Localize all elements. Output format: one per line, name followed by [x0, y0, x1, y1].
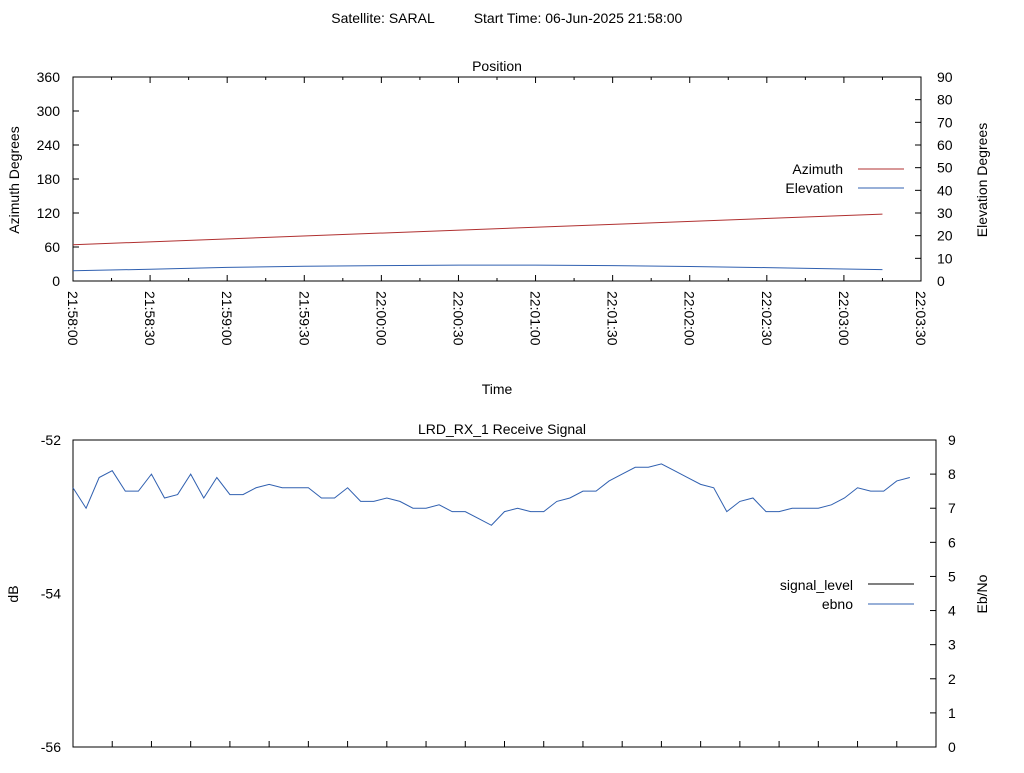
- elevation-tick-label: 80: [937, 92, 953, 108]
- azimuth-tick-label: 180: [37, 171, 61, 187]
- elevation-tick-label: 20: [937, 228, 953, 244]
- satellite-label: Satellite: SARAL: [331, 10, 435, 26]
- start-time-label: Start Time: 06-Jun-2025 21:58:00: [474, 10, 683, 26]
- db-tick-label: -52: [41, 432, 61, 448]
- time-tick-label: 22:02:30: [759, 291, 775, 346]
- azimuth-tick-label: 240: [37, 137, 61, 153]
- ebno-tick-label: 0: [948, 739, 956, 755]
- position-chart: Position Azimuth Degrees Elevation Degre…: [6, 58, 990, 397]
- ebno-series-line: [72, 463, 910, 526]
- ebno-tick-label: 5: [948, 568, 956, 584]
- receive-plot-frame: [72, 439, 937, 748]
- time-tick-label: 22:01:00: [528, 291, 544, 346]
- elevation-axis-label: Elevation Degrees: [974, 123, 990, 237]
- azimuth-series-line: [72, 213, 883, 246]
- elevation-tick-label: 30: [937, 205, 953, 221]
- ebno-tick-label: 6: [948, 534, 956, 550]
- db-tick-label: -56: [41, 739, 61, 755]
- elevation-legend-label: Elevation: [785, 180, 843, 196]
- elevation-tick-label: 90: [937, 69, 953, 85]
- ebno-tick-label: 9: [948, 432, 956, 448]
- ebno-tick-label: 8: [948, 466, 956, 482]
- position-plot-frame: [72, 76, 922, 282]
- time-tick-label: 21:58:30: [142, 291, 158, 346]
- elevation-tick-label: 40: [937, 182, 953, 198]
- ebno-tick-label: 7: [948, 500, 956, 516]
- position-chart-title: Position: [472, 58, 522, 74]
- elevation-tick-label: 70: [937, 114, 953, 130]
- elevation-series-line: [72, 264, 883, 272]
- elevation-tick-label: 10: [937, 250, 953, 266]
- time-tick-label: 22:03:00: [836, 291, 852, 346]
- elevation-tick-label: 0: [937, 273, 945, 289]
- time-tick-label: 22:00:00: [373, 291, 389, 346]
- ebno-axis-label: Eb/No: [974, 574, 990, 613]
- time-tick-label: 22:00:30: [450, 291, 466, 346]
- receive-signal-chart: LRD_RX_1 Receive Signal dB Eb/No signal_…: [5, 421, 990, 755]
- elevation-tick-label: 50: [937, 160, 953, 176]
- time-tick-label: 21:59:00: [219, 291, 235, 346]
- time-tick-label: 21:58:00: [65, 291, 81, 346]
- elevation-tick-label: 60: [937, 137, 953, 153]
- ebno-tick-label: 1: [948, 705, 956, 721]
- azimuth-tick-label: 0: [52, 273, 60, 289]
- azimuth-tick-label: 120: [37, 205, 61, 221]
- db-tick-label: -54: [41, 586, 61, 602]
- azimuth-tick-label: 360: [37, 69, 61, 85]
- ebno-tick-label: 3: [948, 637, 956, 653]
- ebno-tick-label: 2: [948, 671, 956, 687]
- time-tick-label: 22:03:30: [913, 291, 929, 346]
- azimuth-legend-label: Azimuth: [792, 161, 843, 177]
- db-axis-label: dB: [5, 585, 21, 602]
- ebno-tick-label: 4: [948, 603, 956, 619]
- receive-signal-title: LRD_RX_1 Receive Signal: [418, 421, 586, 437]
- ebno-legend-label: ebno: [822, 596, 853, 612]
- time-tick-label: 22:02:00: [682, 291, 698, 346]
- time-tick-label: 22:01:30: [605, 291, 621, 346]
- azimuth-tick-label: 300: [37, 103, 61, 119]
- time-tick-label: 21:59:30: [296, 291, 312, 346]
- azimuth-axis-label: Azimuth Degrees: [6, 126, 22, 233]
- azimuth-tick-label: 60: [44, 239, 60, 255]
- signal-level-legend-label: signal_level: [780, 577, 853, 593]
- time-axis-label: Time: [482, 381, 513, 397]
